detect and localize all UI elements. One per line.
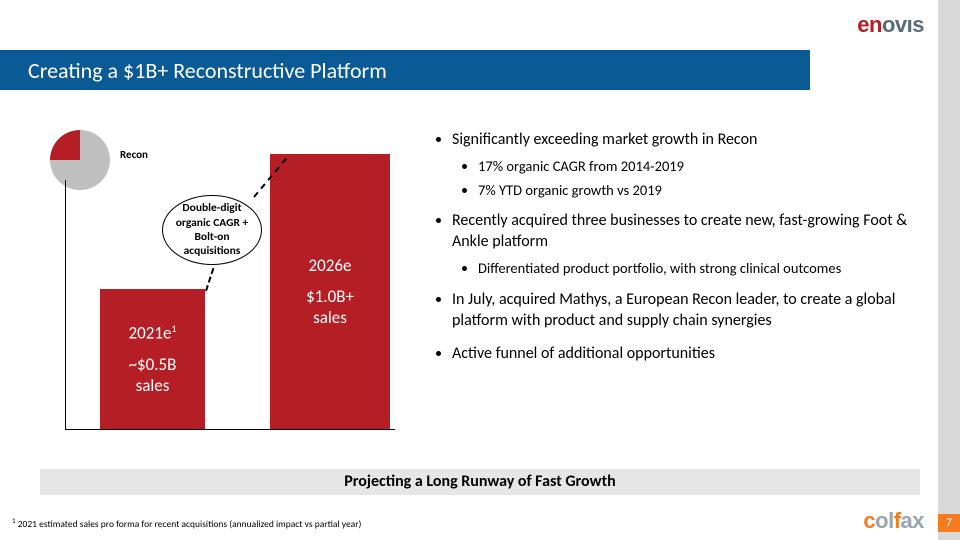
title-bar: Creating a $1B+ Reconstructive Platform [0, 50, 810, 90]
chart-bar: 2021e1 ~$0.5Bsales [100, 289, 205, 429]
slide-margin-bar [938, 0, 960, 540]
bar-year: 2026e [270, 255, 390, 276]
sub-bullet-item: Differentiated product portfolio, with s… [478, 259, 920, 278]
pie-label: Recon [120, 148, 148, 161]
sub-bullet-item: 17% organic CAGR from 2014-2019 [478, 157, 920, 176]
bullet-item: Active funnel of additional opportunitie… [452, 344, 920, 365]
bar-year: 2021e1 [100, 322, 205, 344]
pie-chart [50, 130, 110, 190]
logo-enovis: enovıs [857, 12, 924, 38]
y-axis [65, 180, 66, 430]
bullet-item: Significantly exceeding market growth in… [452, 130, 920, 199]
logo-enovis-part1: en [857, 12, 882, 37]
bullet-item: In July, acquired Mathys, a European Rec… [452, 290, 920, 332]
callout-text: Double-digit organic CAGR + Bolt-on acqu… [167, 201, 257, 259]
sub-banner: Projecting a Long Runway of Fast Growth [40, 469, 920, 495]
connector-line [205, 268, 214, 291]
growth-callout: Double-digit organic CAGR + Bolt-on acqu… [162, 195, 262, 265]
logo-enovis-part2: ovıs [882, 12, 924, 37]
x-axis [65, 429, 395, 430]
bullet-item: Recently acquired three businesses to cr… [452, 211, 920, 277]
slide-title: Creating a $1B+ Reconstructive Platform [28, 57, 387, 84]
chart-area: Recon 2021e1~$0.5Bsales2026e$1.0B+sales … [40, 130, 400, 430]
bar-value: ~$0.5Bsales [100, 354, 205, 396]
bullet-list: Significantly exceeding market growth in… [430, 130, 920, 376]
bar-value: $1.0B+sales [270, 286, 390, 328]
chart-bar: 2026e $1.0B+sales [270, 154, 390, 429]
footnote-sup: 1 [12, 516, 16, 525]
sub-bullet-item: 7% YTD organic growth vs 2019 [478, 181, 920, 200]
sub-banner-text: Projecting a Long Runway of Fast Growth [344, 472, 615, 491]
logo-colfax: colfax [863, 508, 924, 534]
footnote-text: 2021 estimated sales pro forma for recen… [18, 518, 362, 530]
footnote: 1 2021 estimated sales pro forma for rec… [12, 516, 361, 530]
page-number: 7 [938, 514, 960, 532]
